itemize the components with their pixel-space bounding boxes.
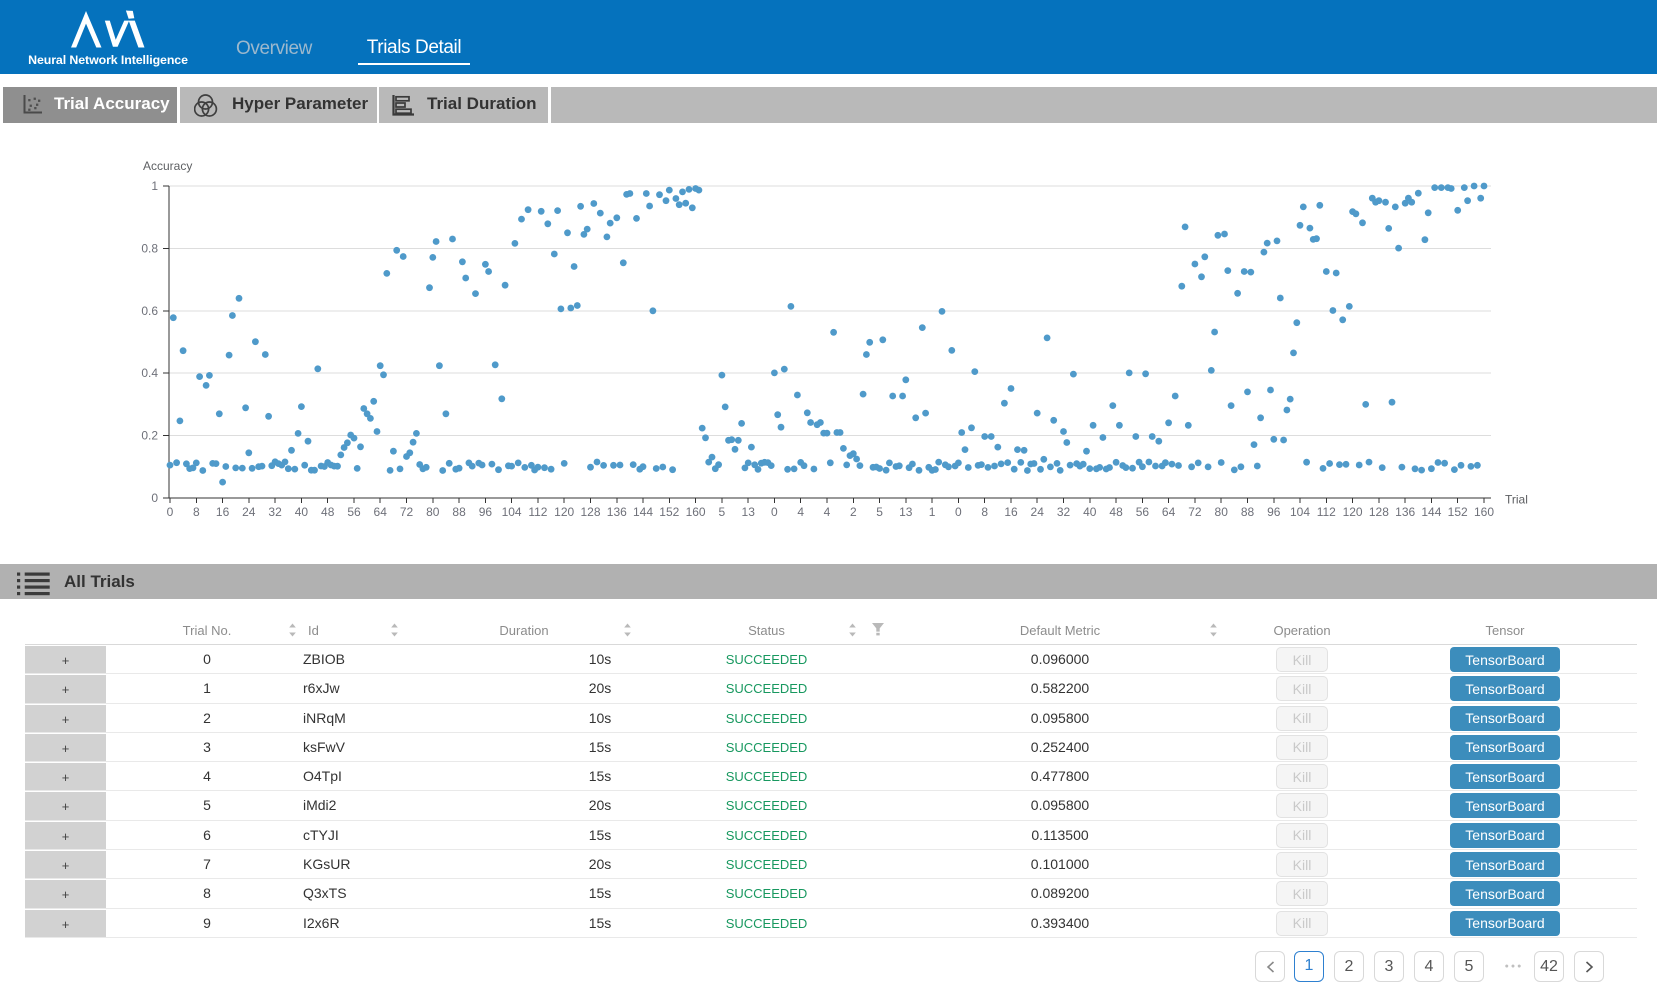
- svg-text:144: 144: [633, 505, 653, 519]
- svg-text:136: 136: [607, 505, 627, 519]
- svg-text:64: 64: [374, 505, 388, 519]
- svg-text:56: 56: [347, 505, 361, 519]
- svg-text:120: 120: [554, 505, 574, 519]
- svg-text:0.2: 0.2: [141, 429, 158, 443]
- svg-text:8: 8: [981, 505, 988, 519]
- svg-text:40: 40: [295, 505, 309, 519]
- svg-text:152: 152: [659, 505, 679, 519]
- svg-text:24: 24: [1031, 505, 1045, 519]
- svg-text:0: 0: [151, 491, 158, 505]
- svg-text:8: 8: [193, 505, 200, 519]
- svg-text:24: 24: [242, 505, 256, 519]
- svg-text:1: 1: [151, 179, 158, 193]
- svg-text:0: 0: [167, 505, 174, 519]
- svg-text:64: 64: [1162, 505, 1176, 519]
- svg-text:152: 152: [1448, 505, 1468, 519]
- svg-text:80: 80: [1215, 505, 1229, 519]
- svg-text:4: 4: [824, 505, 831, 519]
- svg-text:56: 56: [1136, 505, 1150, 519]
- svg-text:4: 4: [797, 505, 804, 519]
- svg-text:144: 144: [1421, 505, 1441, 519]
- svg-text:5: 5: [719, 505, 726, 519]
- svg-text:32: 32: [268, 505, 282, 519]
- svg-text:Trial: Trial: [1505, 493, 1528, 507]
- svg-text:Accuracy: Accuracy: [143, 159, 192, 173]
- svg-text:72: 72: [1188, 505, 1202, 519]
- svg-text:120: 120: [1343, 505, 1363, 519]
- svg-text:96: 96: [479, 505, 493, 519]
- svg-text:0: 0: [771, 505, 778, 519]
- svg-text:88: 88: [1241, 505, 1255, 519]
- svg-text:96: 96: [1267, 505, 1281, 519]
- svg-text:0.8: 0.8: [141, 241, 158, 255]
- svg-text:48: 48: [321, 505, 335, 519]
- svg-text:104: 104: [1290, 505, 1310, 519]
- svg-text:5: 5: [876, 505, 883, 519]
- svg-text:72: 72: [400, 505, 414, 519]
- svg-text:112: 112: [528, 505, 547, 519]
- svg-text:48: 48: [1109, 505, 1123, 519]
- svg-text:128: 128: [1369, 505, 1389, 519]
- svg-text:16: 16: [216, 505, 230, 519]
- svg-text:80: 80: [426, 505, 440, 519]
- svg-text:0: 0: [955, 505, 962, 519]
- svg-text:13: 13: [742, 505, 756, 519]
- svg-text:104: 104: [502, 505, 522, 519]
- svg-text:112: 112: [1317, 505, 1336, 519]
- svg-text:40: 40: [1083, 505, 1097, 519]
- svg-text:2: 2: [850, 505, 857, 519]
- svg-text:0.6: 0.6: [141, 304, 158, 318]
- svg-text:160: 160: [1474, 505, 1494, 519]
- svg-text:88: 88: [452, 505, 466, 519]
- svg-text:0.4: 0.4: [141, 366, 158, 380]
- svg-text:32: 32: [1057, 505, 1071, 519]
- svg-text:1: 1: [929, 505, 936, 519]
- svg-text:13: 13: [899, 505, 913, 519]
- svg-text:128: 128: [580, 505, 600, 519]
- svg-text:160: 160: [686, 505, 706, 519]
- svg-text:136: 136: [1395, 505, 1415, 519]
- svg-text:16: 16: [1004, 505, 1018, 519]
